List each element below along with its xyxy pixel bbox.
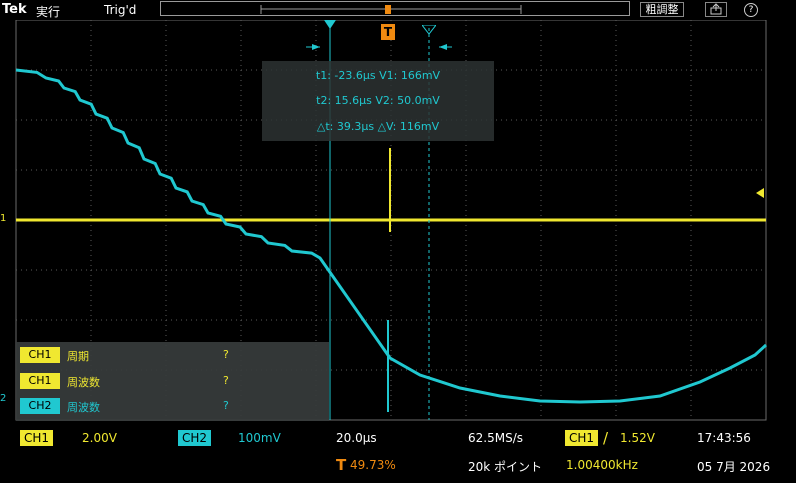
trigger-position[interactable]: 49.73% <box>350 458 396 472</box>
record-view-bar[interactable] <box>160 1 630 16</box>
status-bar: CH1 2.00V CH2 100mV 20.0µs T 49.73% 62.5… <box>0 425 796 483</box>
timebase[interactable]: 20.0µs <box>336 431 377 445</box>
cursor2-triangle-icon <box>420 24 438 35</box>
trigger-level-marker[interactable] <box>754 183 764 202</box>
sample-rate: 62.5MS/s <box>468 431 523 445</box>
cursor-readout-line3: △t: 39.3µs △V: 116mV <box>316 120 440 133</box>
clock-time: 17:43:56 <box>697 431 751 445</box>
cursor-readout: t1: -23.6µs V1: 166mV t2: 15.6µs V2: 50.… <box>262 61 494 141</box>
measurement-row[interactable]: CH1 周期 ? <box>16 344 329 366</box>
measurement-name: 周期 <box>67 350 89 363</box>
ch1-ground-marker[interactable]: 1 <box>0 213 6 224</box>
run-state[interactable]: 実行 <box>36 5 61 19</box>
export-button[interactable] <box>705 2 727 17</box>
waveform-display[interactable] <box>0 20 796 425</box>
cursor-readout-line1: t1: -23.6µs V1: 166mV <box>315 69 441 82</box>
trigger-level-arrow-icon <box>756 188 764 198</box>
measurement-row[interactable]: CH1 周波数 ? <box>16 370 329 392</box>
ch2-ground-label: 2 <box>0 393 7 404</box>
trigger-state: Trig'd <box>104 3 137 17</box>
ch1-scale[interactable]: 2.00V <box>82 431 117 445</box>
measurement-name: 周波数 <box>67 401 100 414</box>
measurement-value: ? <box>223 399 229 412</box>
cursor1-triangle-icon <box>324 20 336 29</box>
trigger-position-icon: T <box>336 456 347 474</box>
measurement-channel-chip: CH2 <box>20 398 60 414</box>
ch2-label[interactable]: CH2 <box>178 430 212 446</box>
brand-logo: Tek <box>2 2 27 17</box>
measurement-channel-chip: CH1 <box>20 347 60 363</box>
ch2-ground-marker[interactable]: 2 <box>0 393 6 404</box>
measurement-row[interactable]: CH2 周波数 ? <box>16 395 329 417</box>
trigger-slope-icon: / <box>603 429 609 447</box>
measurement-channel-chip: CH1 <box>20 373 60 389</box>
cursor2-marker[interactable] <box>420 20 438 35</box>
trigger-frequency: 1.00400kHz <box>566 458 638 472</box>
cursor1-marker[interactable] <box>324 20 336 30</box>
cursor-readout-line2: t2: 15.6µs V2: 50.0mV <box>316 94 440 107</box>
export-icon <box>710 3 722 15</box>
ch1-label[interactable]: CH1 <box>20 430 54 446</box>
measurement-value: ? <box>223 374 229 387</box>
trigger-level[interactable]: 1.52V <box>620 431 655 445</box>
ch2-scale[interactable]: 100mV <box>238 431 281 445</box>
trigger-source[interactable]: CH1 <box>565 430 599 446</box>
measurement-value: ? <box>223 348 229 361</box>
measurement-name: 周波数 <box>67 376 100 389</box>
record-length[interactable]: 20k ポイント <box>468 460 543 474</box>
top-bar: Tek 実行 Trig'd 粗調整 ? <box>0 0 796 20</box>
record-view-graphic <box>260 5 522 14</box>
help-icon: ? <box>744 3 758 17</box>
coarse-button[interactable]: 粗調整 <box>640 2 684 17</box>
clock-date: 05 7月 2026 <box>697 460 771 474</box>
help-button[interactable]: ? <box>740 2 762 17</box>
trigger-position-marker[interactable]: T <box>381 24 395 40</box>
ch1-ground-label: 1 <box>0 213 7 224</box>
measurement-panel: CH1 周期 ? CH1 周波数 ? CH2 周波数 ? <box>16 342 329 421</box>
ch2-waveform <box>15 68 768 404</box>
